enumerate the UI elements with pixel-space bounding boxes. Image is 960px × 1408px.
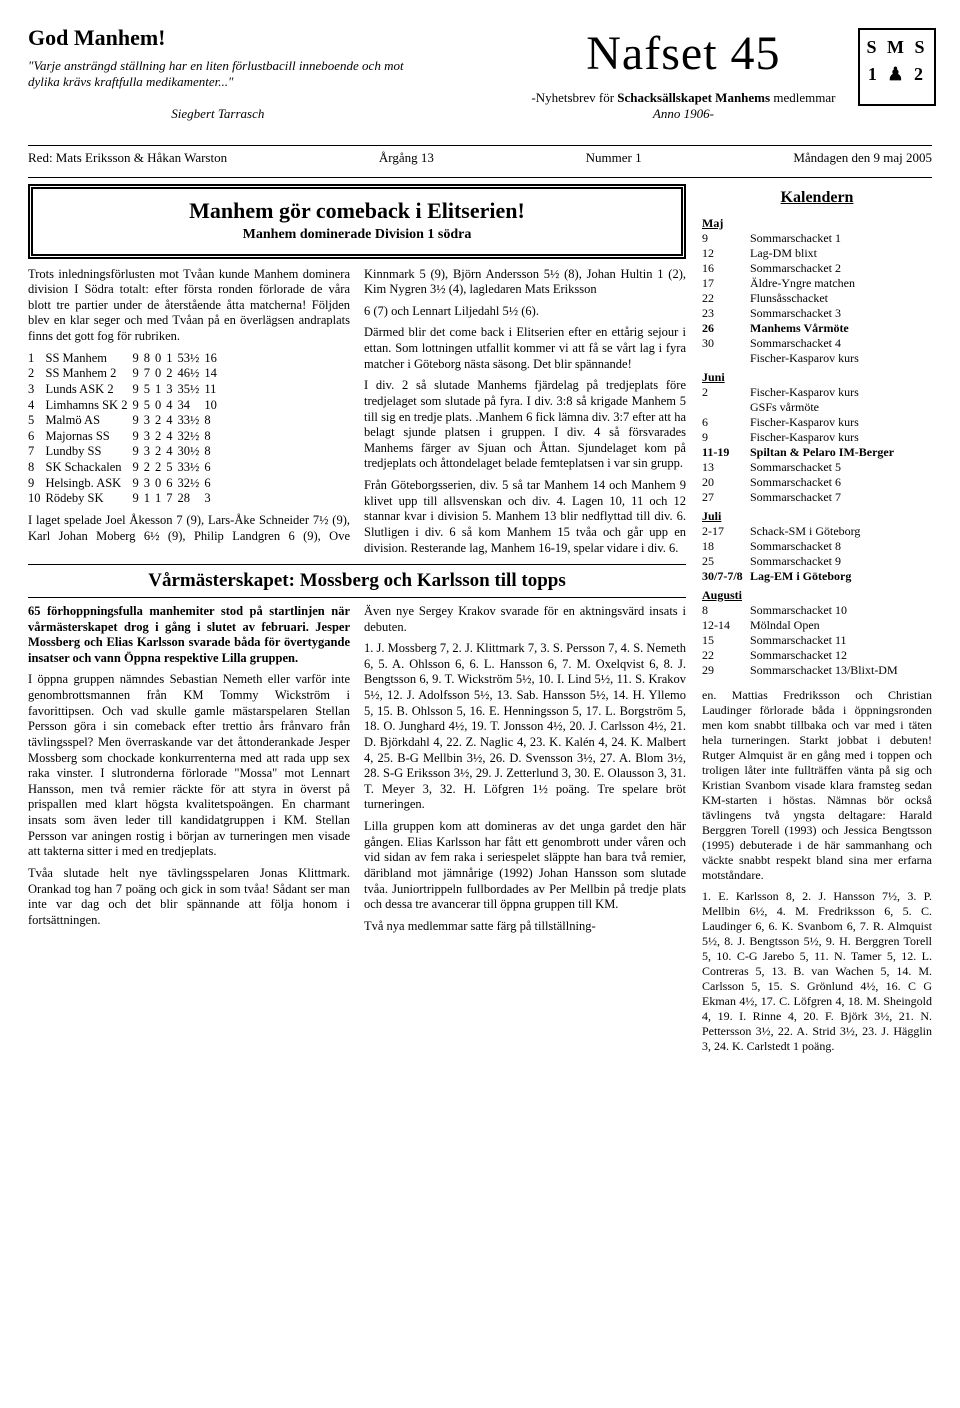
table-row: 9Helsingb. ASK930632½6 [28,476,222,492]
calendar-row: 29Sommarschacket 13/Blixt-DM [702,663,932,678]
anno-line: Anno 1906- [435,106,932,122]
sidebar-tail2: 1. E. Karlsson 8, 2. J. Hansson 7½, 3. P… [702,889,932,1054]
calendar-month: Maj [702,216,932,231]
volume: Årgång 13 [379,150,434,166]
a1-p5: I div. 2 så slutade Manhems fjärdelag på… [364,378,686,472]
a1-p4: Därmed blir det come back i Elitserien e… [364,325,686,372]
calendar-row: 12Lag-DM blixt [702,246,932,261]
calendar-row: 6Fischer-Kasparov kurs [702,415,932,430]
table-row: 1SS Manhem980153½16 [28,351,222,367]
calendar-row: 11-19Spiltan & Pelaro IM-Berger [702,445,932,460]
calendar-row: 2-17Schack-SM i Göteborg [702,524,932,539]
table-row: 2SS Manhem 2970246½14 [28,366,222,382]
table-row: 5Malmö AS932433½8 [28,413,222,429]
a2-para: Två nya medlemmar satte färg på tillstäl… [364,919,686,935]
table-row: 7Lundby SS932430½8 [28,444,222,460]
a2-para: Även nye Sergey Krakov svarade för en ak… [364,604,686,635]
table-row: 4Limhamns SK 295043410 [28,398,222,414]
calendar-row: GSFs vårmöte [702,400,932,415]
article2-body: 65 förhoppningsfulla manhemiter stod på … [28,604,686,938]
table-row: 8SK Schackalen922533½6 [28,460,222,476]
calendar-row: 22Flunsåsschacket [702,291,932,306]
title-block: Nafset 45 -Nyhetsbrev för Schacksällskap… [435,24,932,123]
table-row: 3Lunds ASK 2951335½11 [28,382,222,398]
a1-p1: Trots inledningsförlusten mot Tvåan kund… [28,267,350,345]
article1-body: Trots inledningsförlusten mot Tvåan kund… [28,267,686,557]
quote-block: God Manhem! "Varje ansträngd ställning h… [28,24,408,135]
calendar-row: 22Sommarschacket 12 [702,648,932,663]
calendar-month: Juli [702,509,932,524]
calendar-row: 2Fischer-Kasparov kurs [702,385,932,400]
calendar-row: 30Sommarschacket 4 [702,336,932,351]
club-logo: S M S 1 ♟ 2 [858,28,936,106]
calendar-row: 12-14Mölndal Open [702,618,932,633]
calendar-row: 15Sommarschacket 11 [702,633,932,648]
table-row: 10Rödeby SK9117283 [28,491,222,507]
headline-2: Manhem dominerade Division 1 södra [43,226,671,244]
rule-top [28,145,932,146]
sidebar: Kalendern Maj9Sommarschacket 112Lag-DM b… [702,184,932,1060]
calendar-row: 26Manhems Vårmöte [702,321,932,336]
lead-headline-box: Manhem gör comeback i Elitserien! Manhem… [28,184,686,259]
quote-author: Siegbert Tarrasch [28,106,408,122]
editors: Red: Mats Eriksson & Håkan Warston [28,150,227,166]
headline-1: Manhem gör comeback i Elitserien! [43,197,671,225]
calendar-row: 17Äldre-Yngre matchen [702,276,932,291]
calendar-row: 25Sommarschacket 9 [702,554,932,569]
article2-headline: Vårmästerskapet: Mossberg och Karlsson t… [28,564,686,598]
calendar-row: 30/7-7/8Lag-EM i Göteborg [702,569,932,584]
sidebar-tail1: en. Mattias Fredriksson och Christian La… [702,688,932,883]
table-row: 6Majornas SS932432½8 [28,429,222,445]
edition-line: Red: Mats Eriksson & Håkan Warston Årgån… [28,150,932,166]
calendar-row: 9Fischer-Kasparov kurs [702,430,932,445]
a2-para: 65 förhoppningsfulla manhemiter stod på … [28,604,350,667]
greeting: God Manhem! [28,24,408,52]
calendar-month: Juni [702,370,932,385]
calendar-row: 27Sommarschacket 7 [702,490,932,505]
calendar-row: 16Sommarschacket 2 [702,261,932,276]
a2-para: Lilla gruppen kom att domineras av det u… [364,819,686,913]
calendar-row: 23Sommarschacket 3 [702,306,932,321]
a1-p3: 6 (7) och Lennart Liljedahl 5½ (6). [364,304,686,320]
quote-text: "Varje ansträngd ställning har en liten … [28,58,408,91]
issue: Nummer 1 [586,150,642,166]
a1-p6: Från Göteborgsserien, div. 5 så tar Manh… [364,478,686,556]
main-column: Manhem gör comeback i Elitserien! Manhem… [28,184,686,1060]
a2-para: 1. J. Mossberg 7, 2. J. Klittmark 7, 3. … [364,641,686,813]
a2-para: Tvåa slutade helt nye tävlingsspelaren J… [28,866,350,929]
calendar-title: Kalendern [702,188,932,208]
rule-bottom [28,177,932,178]
calendar-row: 18Sommarschacket 8 [702,539,932,554]
calendar-row: Fischer-Kasparov kurs [702,351,932,366]
standings-table: 1SS Manhem980153½162SS Manhem 2970246½14… [28,351,222,507]
masthead: God Manhem! "Varje ansträngd ställning h… [28,24,932,135]
calendar-list: Maj9Sommarschacket 112Lag-DM blixt16Somm… [702,216,932,678]
a2-para: I öppna gruppen nämndes Sebastian Nemeth… [28,672,350,860]
calendar-row: 8Sommarschacket 10 [702,603,932,618]
calendar-month: Augusti [702,588,932,603]
calendar-row: 20Sommarschacket 6 [702,475,932,490]
main-grid: Manhem gör comeback i Elitserien! Manhem… [28,184,932,1060]
calendar-row: 13Sommarschacket 5 [702,460,932,475]
calendar-row: 9Sommarschacket 1 [702,231,932,246]
issue-date: Måndagen den 9 maj 2005 [793,150,932,166]
